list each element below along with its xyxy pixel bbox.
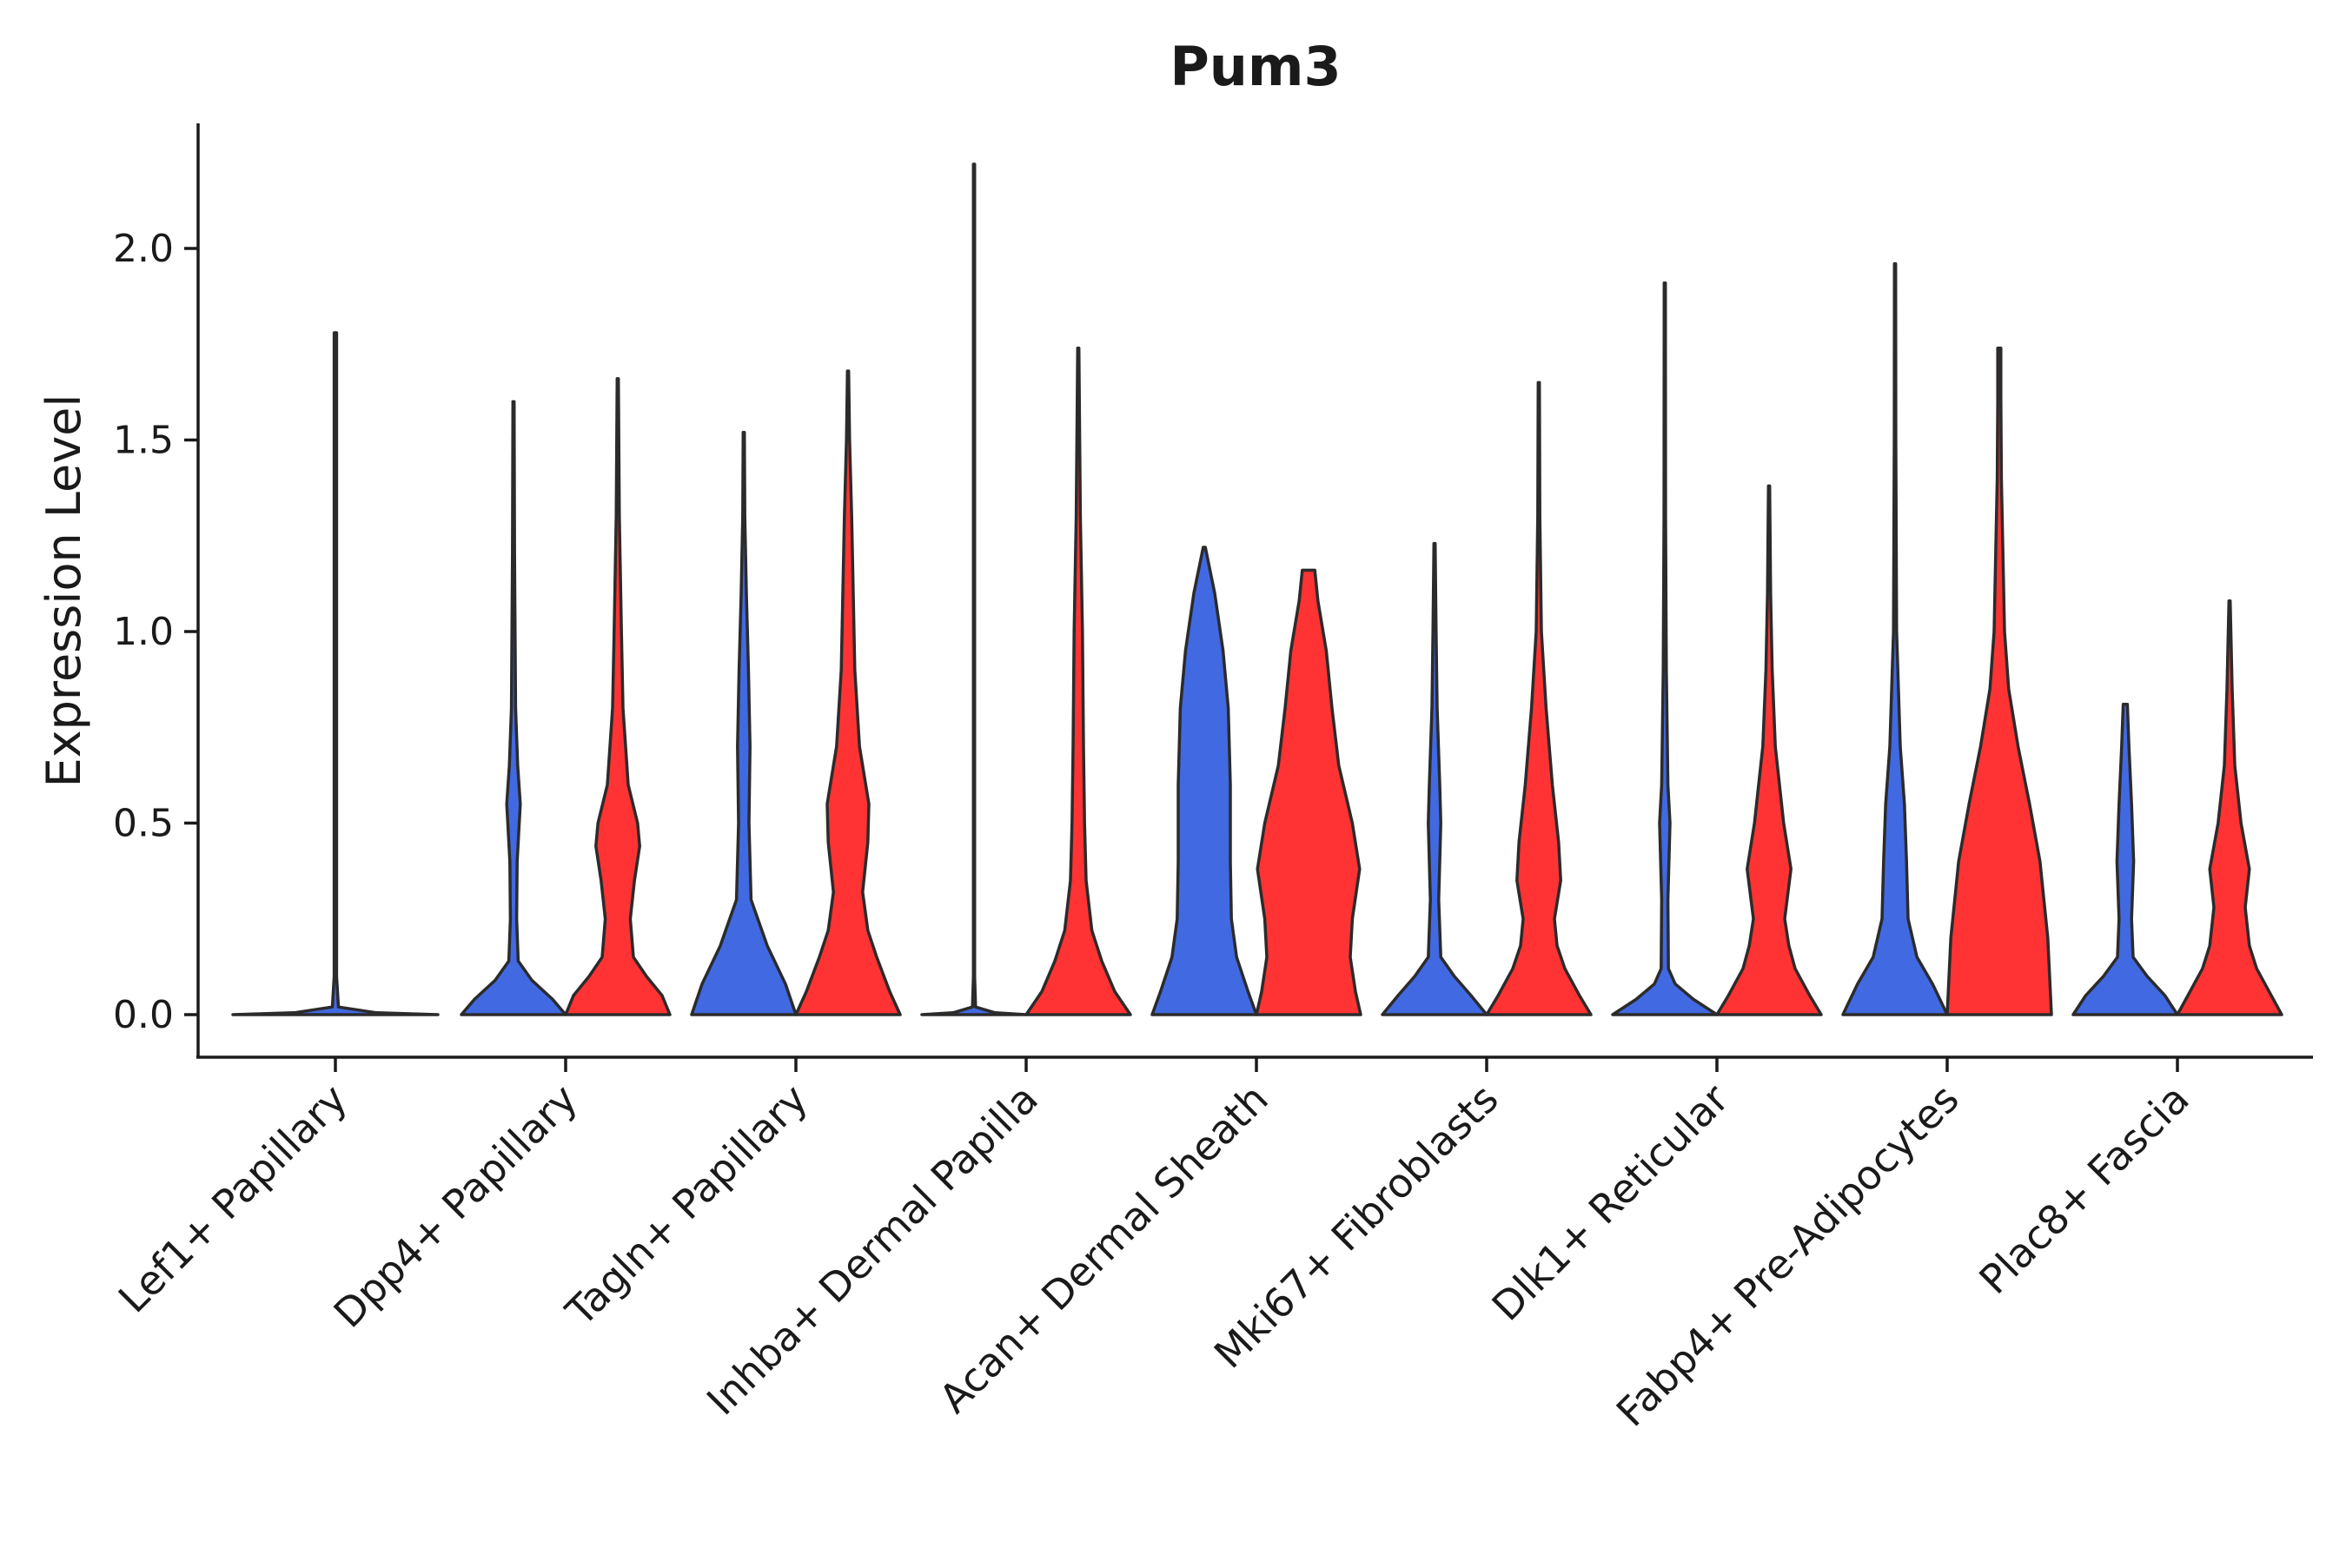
violin-group bbox=[1841, 261, 2053, 1016]
violin-group bbox=[460, 377, 672, 1016]
y-tick-label: 2.0 bbox=[113, 227, 174, 271]
violin-group bbox=[1611, 281, 1823, 1016]
y-tick-label: 1.0 bbox=[113, 610, 174, 654]
x-tick-label: Lef1+ Papillary bbox=[109, 1075, 356, 1322]
violin bbox=[2176, 599, 2283, 1016]
violin bbox=[1611, 281, 1719, 1016]
violin bbox=[920, 162, 1028, 1016]
y-tick-label: 0.0 bbox=[113, 993, 174, 1037]
y-ticks-layer: 0.0 0.5 1.0 1.5 2.0 bbox=[113, 227, 198, 1037]
violin-group bbox=[2071, 599, 2283, 1016]
violin bbox=[1381, 541, 1488, 1016]
x-tick-label: Tagln+ Papillary bbox=[556, 1075, 817, 1336]
x-tick-label: Plac8+ Fascia bbox=[1970, 1075, 2197, 1303]
violin bbox=[1945, 346, 2053, 1016]
y-axis-label: Expression Level bbox=[36, 394, 91, 788]
y-tick-label: 0.5 bbox=[113, 802, 174, 846]
violin-group bbox=[231, 331, 440, 1016]
violin bbox=[690, 430, 798, 1016]
violin-group bbox=[1381, 380, 1593, 1016]
violins-layer bbox=[231, 162, 2283, 1016]
y-tick-label: 1.5 bbox=[113, 419, 174, 463]
violin bbox=[1841, 261, 1949, 1016]
chart-title: Pum3 bbox=[1170, 35, 1341, 98]
violin bbox=[2071, 703, 2179, 1016]
violin bbox=[794, 369, 902, 1016]
violin bbox=[1024, 346, 1132, 1016]
violin bbox=[1150, 546, 1258, 1016]
violin-group bbox=[920, 162, 1132, 1016]
violin bbox=[564, 377, 672, 1016]
violin bbox=[1485, 380, 1593, 1016]
violin-group bbox=[1150, 546, 1362, 1016]
violin bbox=[460, 400, 567, 1016]
x-tick-label: Dpp4+ Papillary bbox=[325, 1075, 586, 1337]
x-tick-label: Dlk1+ Reticular bbox=[1483, 1075, 1738, 1330]
violin bbox=[231, 331, 440, 1016]
violin bbox=[1715, 484, 1823, 1016]
violin bbox=[1255, 568, 1362, 1016]
violin-group bbox=[690, 369, 902, 1016]
